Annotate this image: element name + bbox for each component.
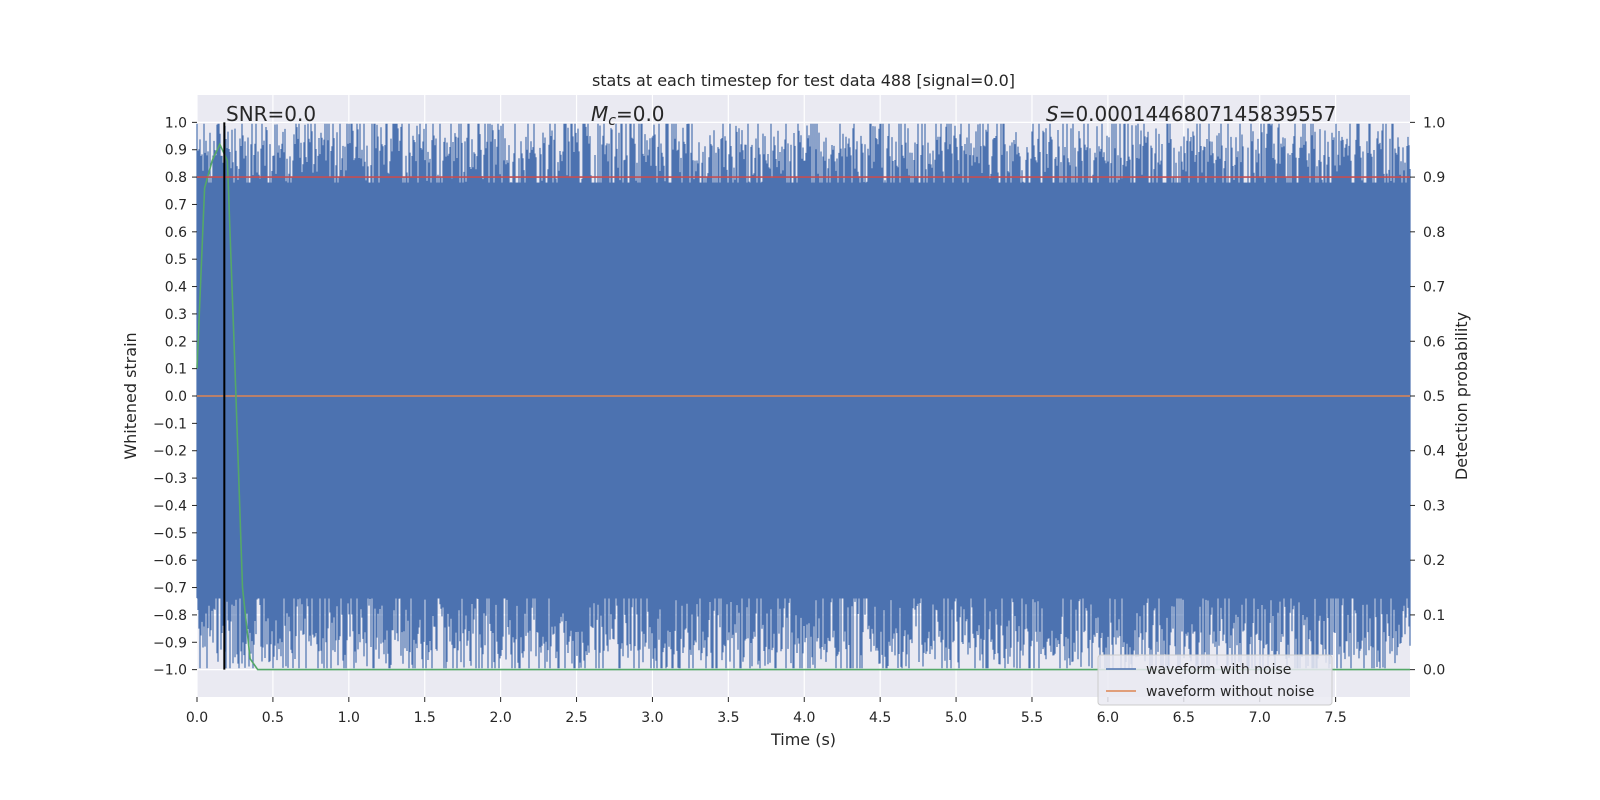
y-tick-label: −0.6 bbox=[153, 553, 187, 569]
x-tick-label: 4.0 bbox=[793, 710, 815, 726]
y-tick-label: 0.3 bbox=[165, 307, 187, 323]
y-tick-label: −0.3 bbox=[153, 471, 187, 487]
x-tick-label: 5.0 bbox=[945, 710, 967, 726]
series-lines bbox=[196, 122, 1410, 671]
y2-axis-label: Detection probability bbox=[1452, 312, 1471, 480]
series-waveform-with-noise bbox=[196, 123, 1411, 669]
y2-axis: 1.0 0.9 0.8 0.7 0.6 0.5 0.4 0.3 0.2 0.1 0.0 bbox=[1410, 115, 1445, 679]
chart-title: stats at each timestep for test data 488… bbox=[592, 71, 1015, 90]
y-tick-label: −0.7 bbox=[153, 581, 187, 597]
y-tick-label: 0.5 bbox=[165, 252, 187, 268]
annotation-s-value: =0.0001446807145839557 bbox=[1059, 102, 1337, 126]
y-tick-label: −0.2 bbox=[153, 444, 187, 460]
x-axis-label: Time (s) bbox=[770, 730, 836, 749]
x-tick-label: 3.5 bbox=[717, 710, 739, 726]
legend-label-waveform-with-noise: waveform with noise bbox=[1146, 662, 1291, 678]
legend-label-waveform-without-noise: waveform without noise bbox=[1146, 684, 1314, 700]
annotation-mc-subscript: c bbox=[608, 113, 616, 129]
x-tick-label: 5.5 bbox=[1021, 710, 1043, 726]
x-tick-label: 0.5 bbox=[262, 710, 284, 726]
y2-tick-label: 0.9 bbox=[1423, 170, 1445, 186]
y-tick-label: 0.4 bbox=[165, 280, 187, 296]
x-tick-label: 2.0 bbox=[489, 710, 511, 726]
y-tick-label: 0.0 bbox=[165, 389, 187, 405]
y-axis: 1.0 0.9 0.8 0.7 0.6 0.5 0.4 0.3 0.2 0.1 0.0 −0.1 −0.… bbox=[153, 115, 197, 679]
y2-tick-label: 0.1 bbox=[1423, 608, 1445, 624]
series-detection-probability bbox=[196, 142, 1410, 671]
y-tick-label: −0.5 bbox=[153, 526, 187, 542]
y2-tick-label: 0.6 bbox=[1423, 334, 1445, 350]
y-tick-label: 0.9 bbox=[165, 143, 187, 159]
y2-tick-label: 0.3 bbox=[1423, 498, 1445, 514]
legend-box bbox=[1097, 654, 1333, 706]
y2-tick-label: 0.4 bbox=[1423, 444, 1445, 460]
annotation-mc: Mc=0.0 bbox=[591, 102, 665, 129]
x-tick-label: 7.0 bbox=[1249, 710, 1271, 726]
x-tick-label: 1.5 bbox=[414, 710, 436, 726]
y-tick-label: −0.8 bbox=[153, 608, 187, 624]
y2-tick-label: 1.0 bbox=[1423, 115, 1445, 131]
x-tick-label: 1.0 bbox=[338, 710, 360, 726]
annotation-mc-value: =0.0 bbox=[616, 102, 665, 126]
y-tick-label: −0.1 bbox=[153, 416, 187, 432]
x-tick-label: 6.0 bbox=[1097, 710, 1119, 726]
x-axis: 0.0 0.5 1.0 1.5 2.0 2.5 3.0 3.5 4.0 4.5 5.0 5.5 6.0 6… bbox=[186, 697, 1347, 726]
y2-tick-label: 0.8 bbox=[1423, 225, 1445, 241]
y-tick-label: −0.4 bbox=[153, 498, 187, 514]
legend: waveform with noise waveform without noi… bbox=[1097, 654, 1333, 706]
y-tick-label: 1.0 bbox=[165, 115, 187, 131]
y-tick-label: 0.7 bbox=[165, 197, 187, 213]
annotation-mc-symbol: M bbox=[591, 102, 608, 126]
x-tick-label: 3.0 bbox=[641, 710, 663, 726]
annotation-s-symbol: S bbox=[1046, 102, 1059, 126]
y2-tick-label: 0.2 bbox=[1423, 553, 1445, 569]
x-tick-label: 2.5 bbox=[565, 710, 587, 726]
annotation-snr: SNR=0.0 bbox=[226, 102, 316, 126]
y2-tick-label: 0.0 bbox=[1423, 663, 1445, 679]
y-tick-label: 0.1 bbox=[165, 362, 187, 378]
x-tick-label: 0.0 bbox=[186, 710, 208, 726]
y2-tick-label: 0.5 bbox=[1423, 389, 1445, 405]
x-tick-label: 6.5 bbox=[1173, 710, 1195, 726]
y-tick-label: 0.2 bbox=[165, 334, 187, 350]
x-tick-label: 4.5 bbox=[869, 710, 891, 726]
y-axis-label: Whitened strain bbox=[121, 332, 140, 459]
y2-tick-label: 0.7 bbox=[1423, 280, 1445, 296]
y-tick-label: −0.9 bbox=[153, 635, 187, 651]
y-tick-label: 0.6 bbox=[165, 225, 187, 241]
annotation-s: S=0.0001446807145839557 bbox=[1046, 102, 1336, 126]
x-tick-label: 7.5 bbox=[1324, 710, 1346, 726]
y-tick-label: −1.0 bbox=[153, 663, 187, 679]
y-tick-label: 0.8 bbox=[165, 170, 187, 186]
